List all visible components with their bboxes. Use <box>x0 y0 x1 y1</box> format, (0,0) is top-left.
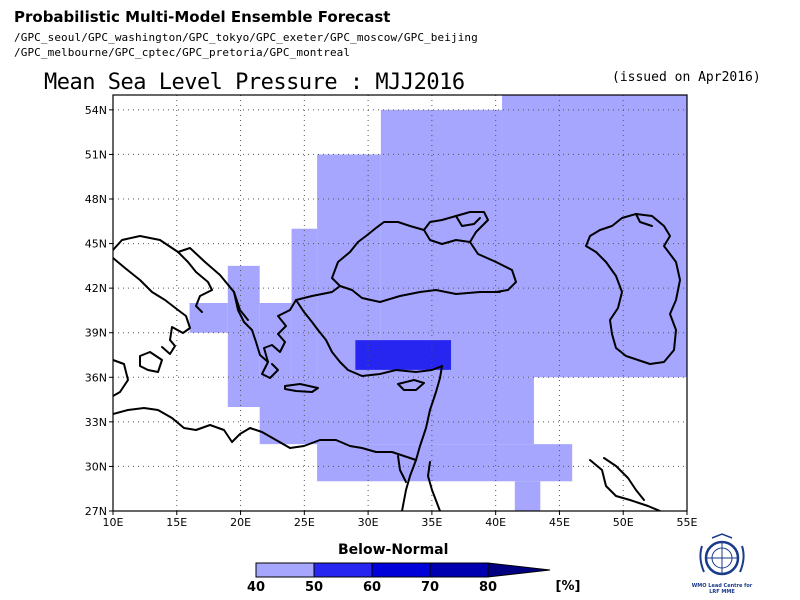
colorbar-segment <box>429 562 489 578</box>
wmo-logo-caption: WMO Lead Centre for LRF MME <box>691 583 753 595</box>
x-tick-label: 25E <box>294 516 315 529</box>
probability-area <box>502 95 687 378</box>
issued-date: (issued on Apr2016) <box>612 70 761 85</box>
x-tick-label: 55E <box>677 516 698 529</box>
y-tick-label: 45N <box>85 238 107 251</box>
y-tick-label: 54N <box>85 104 107 117</box>
x-tick-label: 15E <box>166 516 187 529</box>
colorbar-title: Below-Normal <box>338 542 449 558</box>
page-title: Probabilistic Multi-Model Ensemble Forec… <box>14 8 391 26</box>
models-list-line-1: /GPC_seoul/GPC_washington/GPC_tokyo/GPC_… <box>14 31 478 44</box>
probability-area <box>227 377 534 407</box>
probability-area <box>259 407 534 445</box>
map-frame <box>112 94 688 512</box>
colorbar-segment <box>255 562 315 578</box>
map-title: Mean Sea Level Pressure : MJJ2016 <box>44 70 465 95</box>
probability-area <box>189 303 228 333</box>
probability-area <box>259 303 292 378</box>
x-tick-label: 45E <box>549 516 570 529</box>
y-tick-label: 48N <box>85 193 107 206</box>
colorbar-label: 80 <box>479 580 497 595</box>
x-tick-label: 40E <box>485 516 506 529</box>
y-tick-label: 30N <box>85 460 107 473</box>
probability-area <box>514 481 541 511</box>
y-tick-label: 39N <box>85 327 107 340</box>
coastlines <box>113 211 681 511</box>
colorbar-label: 40 <box>247 580 265 595</box>
axis-ticks: 10E 15E 20E 25E 30E 35E 40E 45E 50E 55E 27N 30N 33N 3… <box>85 104 698 529</box>
colorbar-unit: [%] <box>556 579 581 594</box>
x-tick-label: 10E <box>103 516 124 529</box>
x-tick-label: 20E <box>230 516 251 529</box>
x-tick-label: 30E <box>358 516 379 529</box>
colorbar-label: 60 <box>363 580 381 595</box>
colorbar-arrow <box>487 562 551 578</box>
y-tick-label: 33N <box>85 416 107 429</box>
colorbar-label: 50 <box>305 580 323 595</box>
y-tick-label: 51N <box>85 148 107 161</box>
x-tick-label: 35E <box>421 516 442 529</box>
y-tick-label: 27N <box>85 505 107 518</box>
colorbar-segment <box>371 562 431 578</box>
y-tick-label: 36N <box>85 371 107 384</box>
probability-areas <box>189 95 687 511</box>
probability-area <box>355 340 452 370</box>
wmo-emblem-icon <box>692 532 752 598</box>
models-list-line-2: /GPC_melbourne/GPC_cptec/GPC_pretoria/GP… <box>14 46 351 59</box>
lat-lon-grid <box>113 95 688 511</box>
colorbar: 40 50 60 70 80 [%] <box>247 562 581 595</box>
y-tick-label: 42N <box>85 282 107 295</box>
colorbar-segment <box>313 562 373 578</box>
x-tick-label: 50E <box>613 516 634 529</box>
probability-area <box>317 444 573 482</box>
colorbar-label: 70 <box>421 580 439 595</box>
probability-area <box>291 228 318 378</box>
